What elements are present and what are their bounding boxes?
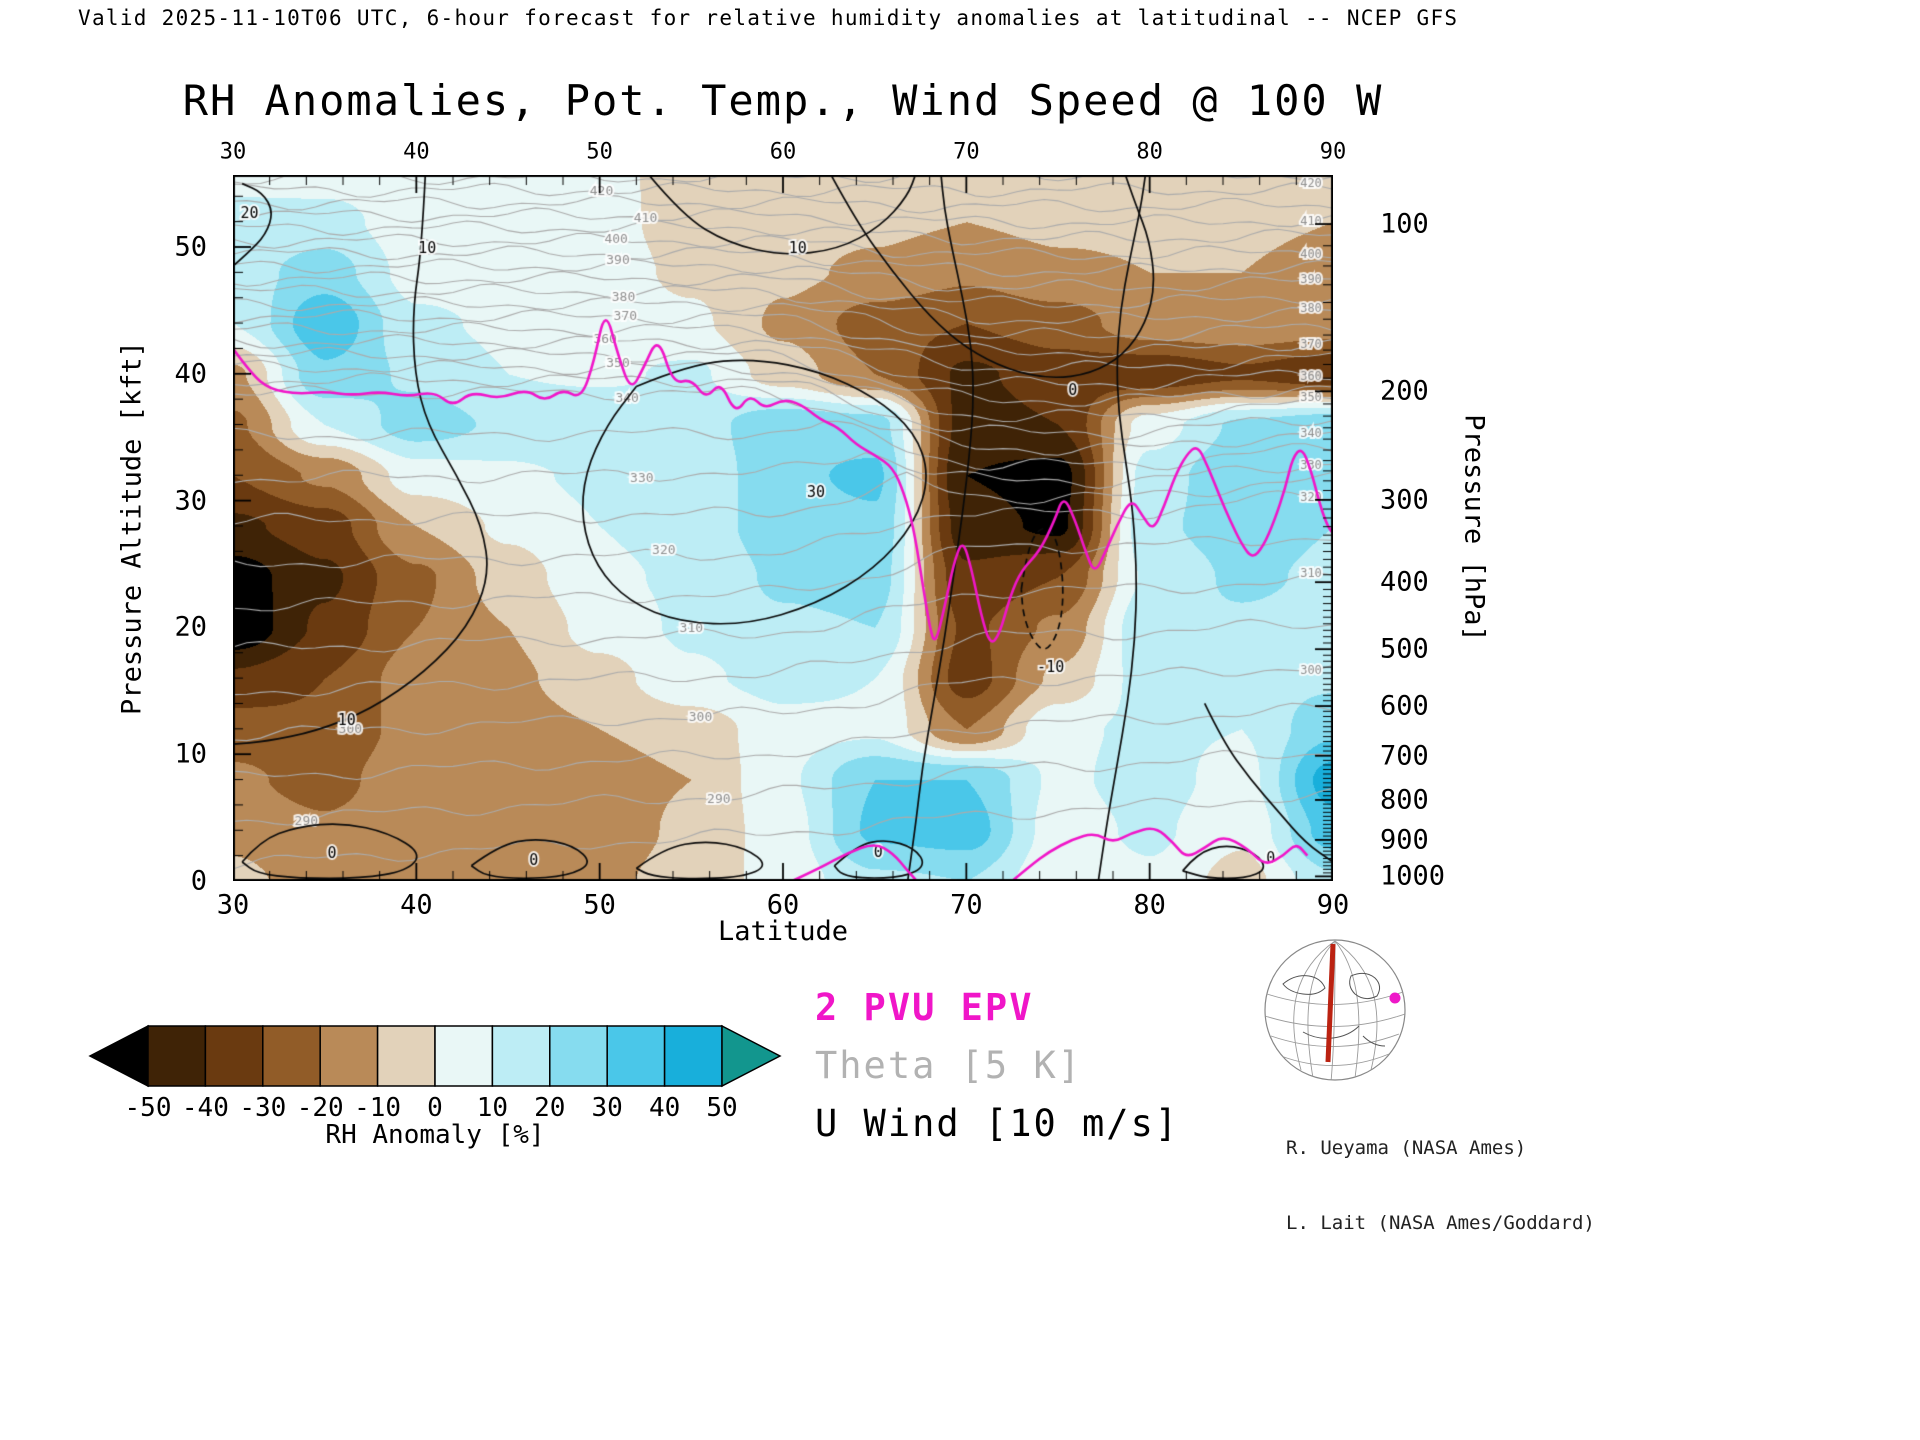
- page-title: RH Anomalies, Pot. Temp., Wind Speed @ 1…: [182, 76, 1384, 125]
- colorbar-segment: [376, 1025, 436, 1087]
- x-top-tick-label-90: 90: [1319, 139, 1347, 165]
- x-top-tick-label-70: 70: [953, 139, 980, 165]
- globe-outline: [1264, 939, 1406, 1081]
- y-right-tick-label-500: 500: [1380, 633, 1429, 665]
- y-right-tick-label-100: 100: [1380, 208, 1429, 240]
- x-tick-label-90: 90: [1316, 889, 1350, 921]
- colorbar-segment: [319, 1025, 379, 1087]
- legend-item-1: Theta [5 K]: [815, 1044, 1083, 1087]
- colorbar-segment: [204, 1025, 264, 1087]
- colorbar-tick-label--10: -10: [354, 1093, 402, 1123]
- credit-line-2: L. Lait (NASA Ames/Goddard): [1286, 1212, 1595, 1234]
- y-axis-left-title: Pressure Altitude [kft]: [116, 341, 148, 715]
- colorbar-tick-label--30: -30: [239, 1093, 287, 1123]
- map-location-dot: [1389, 992, 1401, 1004]
- y-left-tick-label-30: 30: [174, 485, 207, 517]
- colorbar-tick-label--40: -40: [181, 1093, 229, 1123]
- colorbar-label: RH Anomaly [%]: [325, 1120, 545, 1150]
- colorbar-tick-label-0: 0: [427, 1093, 443, 1123]
- legend-item-2: U Wind [10 m/s]: [815, 1102, 1180, 1145]
- y-left-tick-label-20: 20: [174, 611, 207, 643]
- x-tick-label-50: 50: [583, 889, 616, 921]
- colorbar-tick-label-50: 50: [706, 1093, 738, 1123]
- colorbar-tick-label--20: -20: [296, 1093, 344, 1123]
- y-right-tick-label-200: 200: [1380, 375, 1429, 407]
- legend-item-0: 2 PVU EPV: [815, 986, 1034, 1029]
- x-tick-label-70: 70: [950, 889, 983, 921]
- colorbar-tick-label-10: 10: [476, 1093, 509, 1123]
- y-right-tick-label-400: 400: [1380, 566, 1429, 598]
- x-top-tick-label-40: 40: [403, 139, 430, 165]
- credit-line-1: R. Ueyama (NASA Ames): [1286, 1137, 1527, 1159]
- credits: R. Ueyama (NASA Ames) L. Lait (NASA Ames…: [1286, 1086, 1595, 1261]
- y-left-tick-label-50: 50: [174, 231, 207, 263]
- y-left-tick-label-0: 0: [190, 865, 207, 897]
- map-coastlines: [1282, 972, 1386, 1047]
- colorbar-segment: [147, 1025, 207, 1087]
- x-tick-label-40: 40: [400, 889, 433, 921]
- y-axis-right-title: Pressure [hPa]: [1458, 414, 1490, 642]
- colorbar-segment: [663, 1025, 723, 1087]
- colorbar-segment: [434, 1025, 494, 1087]
- x-axis-title: Latitude: [717, 916, 849, 947]
- x-top-tick-label-50: 50: [586, 139, 613, 165]
- y-right-tick-label-700: 700: [1380, 740, 1429, 772]
- colorbar-svg: [88, 1024, 782, 1088]
- colorbar-right-arrow: [721, 1024, 782, 1088]
- colorbar-segment: [262, 1025, 321, 1087]
- y-right-tick-label-800: 800: [1380, 784, 1429, 816]
- contour-overlay-canvas: [233, 175, 1333, 881]
- colorbar-tick-label-30: 30: [591, 1093, 623, 1123]
- colorbar: [88, 1024, 782, 1092]
- y-right-tick-label-900: 900: [1380, 824, 1429, 856]
- y-right-tick-label-600: 600: [1380, 690, 1429, 722]
- x-top-tick-label-60: 60: [769, 139, 797, 165]
- colorbar-tick-label-40: 40: [648, 1093, 681, 1123]
- x-tick-label-30: 30: [216, 889, 250, 921]
- colorbar-tick-label--50: -50: [124, 1093, 172, 1123]
- colorbar-left-arrow: [88, 1024, 149, 1088]
- colorbar-segment: [606, 1025, 666, 1087]
- colorbar-segment: [549, 1025, 608, 1087]
- map-graticule: [1265, 940, 1405, 1080]
- map-cross-section-line: [1325, 943, 1336, 1063]
- x-top-tick-label-30: 30: [219, 139, 247, 165]
- x-tick-label-80: 80: [1133, 889, 1166, 921]
- y-right-tick-label-300: 300: [1380, 484, 1429, 516]
- inset-globe-map: [1264, 939, 1406, 1081]
- valid-time-header: Valid 2025-11-10T06 UTC, 6-hour forecast…: [78, 6, 1459, 30]
- y-right-tick-label-1000: 1000: [1380, 860, 1446, 892]
- x-top-tick-label-80: 80: [1136, 139, 1163, 165]
- y-left-tick-label-40: 40: [174, 358, 207, 390]
- colorbar-segment: [491, 1025, 551, 1087]
- colorbar-tick-label-20: 20: [534, 1093, 566, 1123]
- y-left-tick-label-10: 10: [174, 738, 207, 770]
- x-tick-label-60: 60: [766, 889, 800, 921]
